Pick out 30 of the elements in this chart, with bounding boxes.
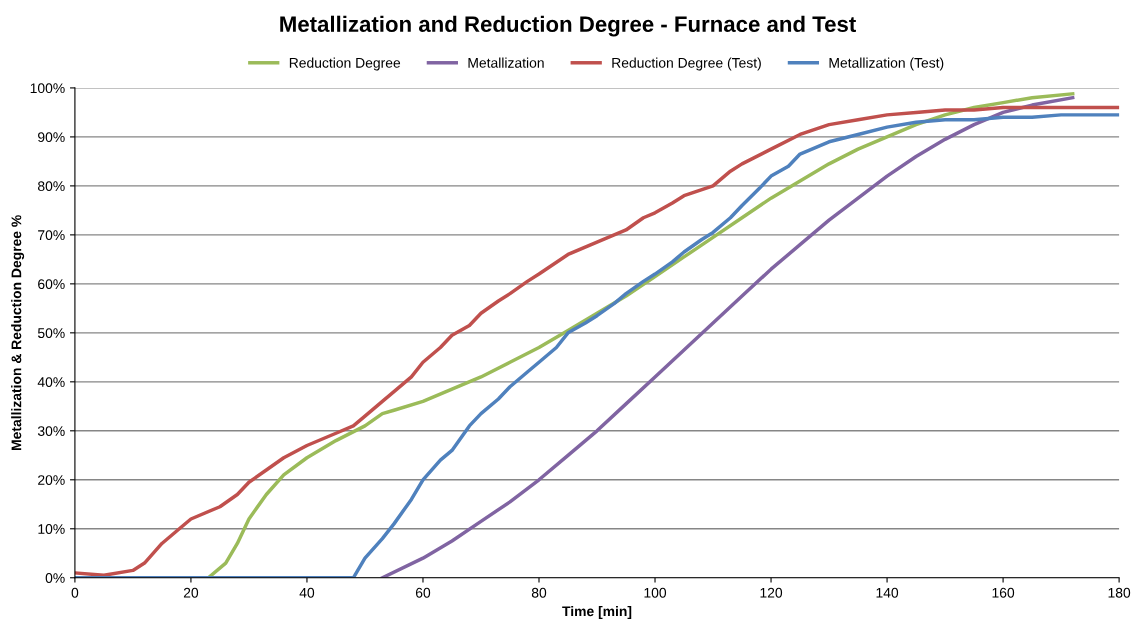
y-tick-label: 0% bbox=[45, 573, 65, 583]
y-axis-title: Metallization & Reduction Degree % bbox=[11, 215, 25, 450]
legend-label: Reduction Degree (Test) bbox=[612, 57, 761, 71]
y-tick-label: 80% bbox=[37, 181, 65, 192]
x-tick-label: 60 bbox=[415, 587, 431, 598]
line-series bbox=[206, 92, 1075, 578]
y-tick-label: 40% bbox=[37, 377, 65, 387]
y-tick-label: 50% bbox=[37, 328, 65, 339]
legend-label: Reduction Degree bbox=[289, 57, 401, 71]
x-tick-label: 180 bbox=[1108, 587, 1131, 598]
legend-label: Metallization bbox=[468, 57, 544, 68]
x-tick-label: 80 bbox=[531, 587, 547, 598]
y-tick-label: 60% bbox=[38, 279, 65, 290]
x-tick-label: 100 bbox=[644, 587, 667, 598]
y-tick-label: 20% bbox=[38, 475, 65, 485]
x-tick-label: 140 bbox=[876, 587, 899, 598]
x-tick-label: 120 bbox=[760, 587, 783, 598]
y-tick-label: 90% bbox=[38, 132, 65, 143]
chart-title: Metallization and Reduction Degree - Furnace and Test bbox=[280, 15, 856, 37]
line-series bbox=[380, 95, 1075, 578]
x-tick-label: 20 bbox=[183, 587, 199, 598]
legend-label: Metallization (Test) bbox=[829, 57, 944, 71]
x-tick-label: 0 bbox=[71, 587, 79, 598]
y-tick-label: 30% bbox=[37, 426, 65, 436]
y-tick-label: 100% bbox=[30, 83, 65, 94]
y-tick-label: 70% bbox=[38, 230, 65, 241]
x-axis-title: Time [min] bbox=[562, 605, 632, 619]
x-tick-label: 40 bbox=[299, 587, 315, 598]
y-tick-label: 10% bbox=[38, 524, 65, 534]
x-tick-label: 160 bbox=[992, 587, 1015, 598]
